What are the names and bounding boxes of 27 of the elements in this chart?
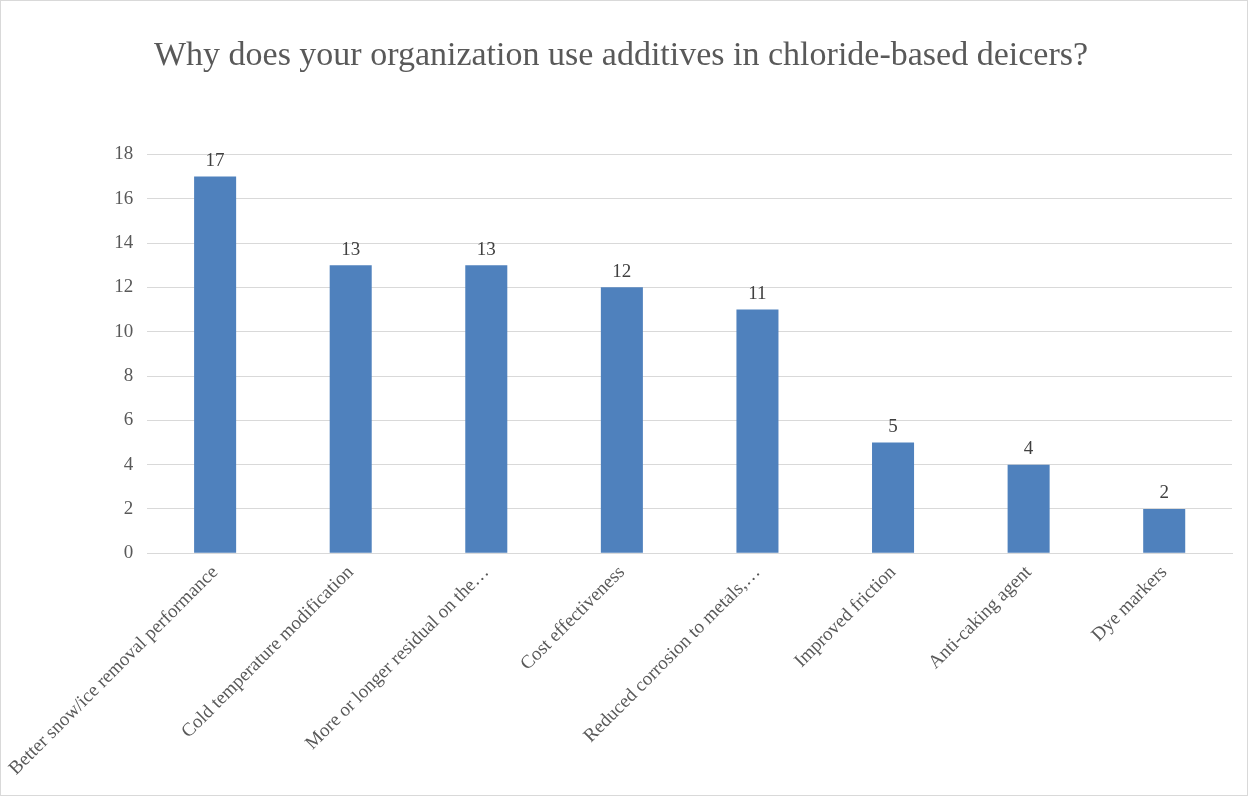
data-label: 11 (748, 282, 767, 304)
y-tick-label: 6 (123, 408, 134, 430)
y-tick-label: 12 (114, 275, 134, 297)
bar (194, 176, 237, 553)
bar (736, 309, 779, 553)
data-label: 12 (612, 259, 632, 281)
data-label: 2 (1159, 481, 1169, 503)
data-label: 5 (888, 415, 898, 436)
y-tick-label: 8 (123, 364, 134, 386)
y-tick-label: 0 (123, 541, 134, 563)
data-label: 4 (1023, 437, 1034, 459)
bar (1007, 464, 1050, 553)
bar (872, 442, 915, 553)
bar (465, 265, 508, 553)
bar (329, 265, 372, 553)
y-tick-label: 14 (114, 231, 134, 253)
data-label: 17 (205, 149, 225, 171)
y-tick-label: 10 (114, 319, 134, 341)
y-tick-label: 16 (114, 186, 134, 208)
bar (1143, 509, 1186, 553)
chart-title: Why does your organization use additives in chloride-based deicers? (152, 34, 1090, 74)
data-label: 13 (341, 237, 361, 259)
y-tick-label: 2 (123, 496, 134, 518)
data-label: 13 (476, 237, 496, 259)
bar (600, 287, 643, 553)
y-tick-label: 4 (123, 452, 134, 474)
y-tick-label: 18 (114, 142, 134, 164)
